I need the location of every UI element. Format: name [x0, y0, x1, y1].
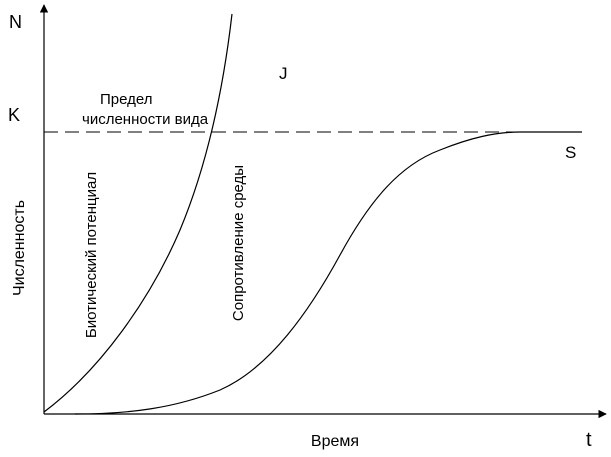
x-axis-title: Время [311, 433, 359, 450]
y-axis-title: Численность [11, 200, 28, 296]
j-curve [43, 13, 233, 413]
biotic-potential-label: Биотический потенциал [83, 172, 100, 338]
y-axis-letter: N [9, 12, 22, 32]
j-curve-label: J [279, 64, 288, 83]
capacity-letter: K [8, 105, 20, 125]
x-axis-letter: t [586, 429, 592, 451]
s-curve-label: S [565, 143, 576, 162]
limit-label-line2: численности вида [82, 111, 209, 128]
s-curve [74, 131, 582, 415]
environmental-resistance-label: Сопротивление среды [230, 165, 247, 321]
limit-label-line1: Предел [100, 91, 153, 108]
